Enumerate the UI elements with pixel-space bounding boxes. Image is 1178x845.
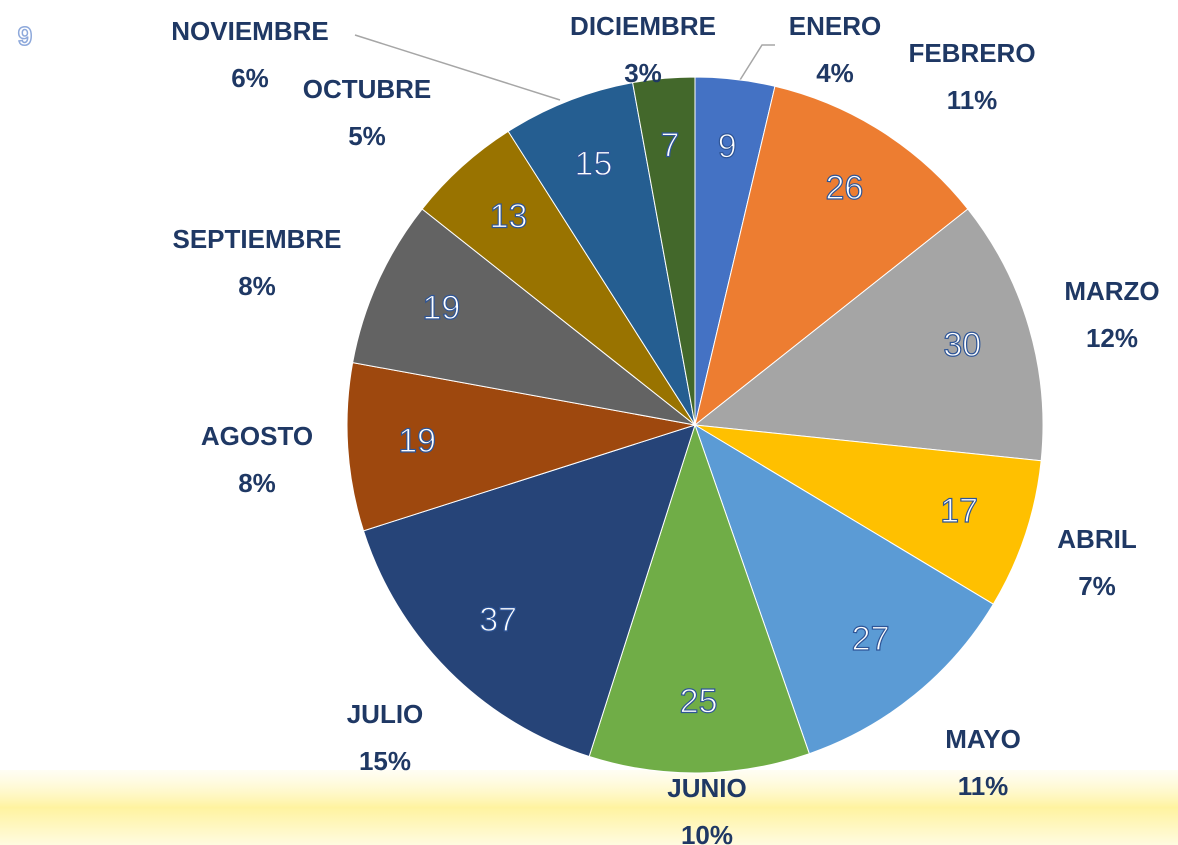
value-label: 17: [940, 492, 978, 530]
percent-label: 11%: [958, 771, 1009, 801]
value-label: 27: [852, 620, 890, 658]
percent-label: 5%: [348, 121, 386, 151]
percent-label: 12%: [1086, 323, 1138, 353]
percent-label: 8%: [238, 271, 276, 301]
percent-label: 4%: [816, 58, 854, 88]
percent-label: 8%: [238, 468, 276, 498]
percent-label: 6%: [231, 63, 269, 93]
value-label: 9: [718, 127, 737, 165]
value-label: 15: [575, 145, 613, 183]
category-label: JULIO: [347, 699, 424, 729]
value-label: 25: [680, 682, 718, 720]
value-label: 13: [490, 197, 528, 235]
percent-label: 11%: [947, 85, 998, 115]
category-label: FEBRERO: [908, 38, 1035, 68]
category-label: ABRIL: [1057, 524, 1137, 554]
percent-label: 7%: [1078, 571, 1116, 601]
category-label: ENERO: [789, 11, 881, 41]
value-label: 19: [422, 289, 460, 327]
value-label: 7: [660, 127, 679, 165]
category-label: NOVIEMBRE: [171, 16, 328, 46]
corner-label: 9: [18, 21, 32, 51]
value-label: 37: [479, 601, 517, 639]
percent-label: 15%: [359, 746, 411, 776]
category-label: SEPTIEMBRE: [172, 224, 341, 254]
category-label: MAYO: [945, 724, 1021, 754]
percent-label: 10%: [681, 820, 733, 845]
percent-label: 3%: [624, 58, 662, 88]
category-label: AGOSTO: [201, 421, 313, 451]
value-label: 30: [943, 326, 981, 364]
category-label: MARZO: [1064, 276, 1159, 306]
category-label: DICIEMBRE: [570, 11, 716, 41]
value-label: 26: [826, 169, 864, 207]
category-label: JUNIO: [667, 773, 746, 803]
category-label: OCTUBRE: [303, 74, 432, 104]
pie: [347, 77, 1043, 773]
chart: 9 9 ENERO 4% 26 FEBRERO 11% 30 MARZO 12% 17 ABRIL 7…: [0, 0, 1178, 845]
value-label: 19: [398, 422, 436, 460]
